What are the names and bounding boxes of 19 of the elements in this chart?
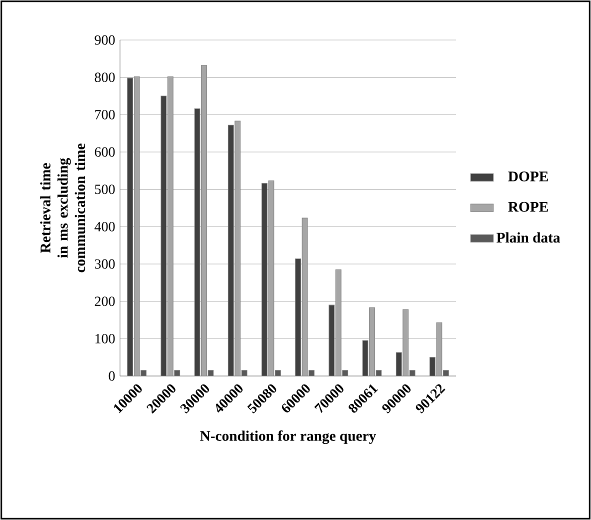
y-tick-label: 600 bbox=[94, 147, 115, 157]
y-tick-label: 800 bbox=[94, 72, 115, 82]
bar bbox=[295, 258, 301, 376]
y-tick-label: 300 bbox=[94, 259, 115, 269]
y-tick-label: 100 bbox=[96, 334, 115, 344]
y-tick-label: 400 bbox=[94, 222, 115, 232]
x-axis-title: N-condition for range query bbox=[200, 430, 376, 444]
y-axis-title: Retrieval time in ms excluding communication time bbox=[40, 144, 86, 272]
legend-label: Plain data bbox=[496, 232, 560, 243]
y-tick-label: 200 bbox=[94, 296, 115, 306]
bar bbox=[127, 78, 133, 376]
bar bbox=[262, 183, 268, 376]
y-tick-label: 500 bbox=[95, 184, 115, 194]
legend-label: DOPE bbox=[508, 172, 548, 182]
y-tick-label: 700 bbox=[95, 110, 115, 120]
y-tick-label: 0 bbox=[108, 371, 115, 381]
y-tick-label: 900 bbox=[94, 35, 115, 45]
bar bbox=[430, 357, 436, 376]
legend-label: ROPE bbox=[508, 202, 548, 212]
